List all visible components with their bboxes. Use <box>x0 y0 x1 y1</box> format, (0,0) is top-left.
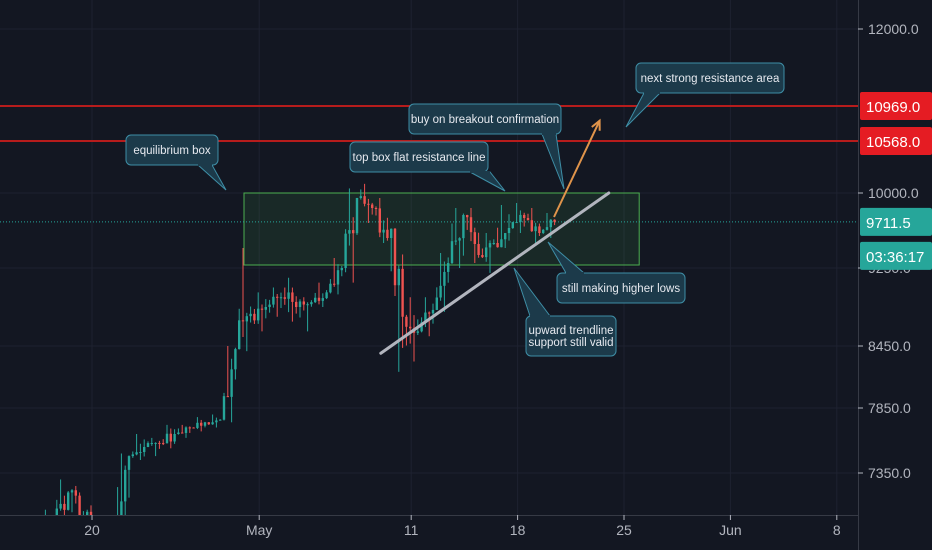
candle-18 <box>298 297 313 332</box>
time-axis[interactable]: 20 May 11 18 25 Jun 8 <box>0 515 858 550</box>
arrows[interactable] <box>553 118 601 218</box>
time-tick-label: 25 <box>616 522 632 538</box>
price-tick-label: 10000.0 <box>868 185 919 201</box>
candle-32 <box>511 203 526 233</box>
candle-17 <box>283 277 298 322</box>
countdown-price-label[interactable]: 03:36:17 <box>860 241 932 270</box>
candle-25 <box>405 297 419 362</box>
candle-24 <box>390 228 404 372</box>
upward-trendline-text: support still valid <box>528 337 613 349</box>
candle-30 <box>481 233 495 273</box>
candle-29 <box>466 208 480 263</box>
resistance-1-text: 10969.0 <box>866 99 920 116</box>
candle-15 <box>253 292 267 332</box>
resistance-2-text: 10568.0 <box>866 134 920 151</box>
candle-11 <box>192 417 207 432</box>
candle-12 <box>207 414 222 428</box>
top-box-flat-resistance-callout[interactable]: top box flat resistance line <box>349 141 506 192</box>
next-strong-resistance-text: next strong resistance area <box>641 73 780 85</box>
countdown-text: 03:36:17 <box>866 249 924 266</box>
resistance-1-price-label[interactable]: 10969.0 <box>860 92 932 120</box>
breakout-arrow[interactable] <box>553 118 601 218</box>
time-tick-label: 20 <box>84 522 100 538</box>
still-making-higher-lows-callout[interactable]: still making higher lows <box>547 241 686 304</box>
candle-22 <box>359 183 374 223</box>
time-tick-label: May <box>246 522 272 538</box>
time-tick-label: Jun <box>719 522 742 538</box>
time-tick-label: 18 <box>510 522 526 538</box>
candle-21 <box>344 188 359 283</box>
candle-9 <box>162 424 176 449</box>
callouts[interactable]: equilibrium box top box flat resistance l… <box>125 62 785 357</box>
candle-31 <box>496 205 511 248</box>
candle-20 <box>329 258 343 295</box>
top-box-flat-resistance-text: top box flat resistance line <box>353 152 486 164</box>
resistance-2-price-label[interactable]: 10568.0 <box>860 127 932 155</box>
candle-28 <box>450 208 465 268</box>
equilibrium-box-rect[interactable] <box>243 192 640 266</box>
candle-19 <box>314 282 328 307</box>
equilibrium-box-callout[interactable]: equilibrium box <box>125 134 227 191</box>
candle-27 <box>435 253 450 312</box>
last-price-text: 9711.5 <box>866 215 911 232</box>
equilibrium-box[interactable] <box>243 192 640 266</box>
price-tick-label: 7850.0 <box>868 400 911 416</box>
candle-3 <box>70 485 85 527</box>
upward-trendline-text: upward trendline <box>528 325 613 337</box>
next-strong-resistance-callout[interactable]: next strong resistance area <box>625 62 785 128</box>
candle-23 <box>374 198 389 243</box>
buy-on-breakout-callout[interactable]: buy on breakout confirmation <box>408 103 565 190</box>
last-price-price-label[interactable]: 9711.5 <box>860 207 932 236</box>
price-tick-label: 12000.0 <box>868 21 919 37</box>
still-making-higher-lows-text: still making higher lows <box>562 283 680 295</box>
buy-on-breakout-text: buy on breakout confirmation <box>411 114 559 126</box>
candles <box>40 183 556 538</box>
time-tick-label: 11 <box>404 522 419 538</box>
upward-trendline[interactable] <box>379 191 611 355</box>
trendline-group[interactable] <box>379 191 611 355</box>
candle-13 <box>222 346 237 423</box>
candle-10 <box>177 424 191 438</box>
candle-16 <box>268 287 283 317</box>
candle-14 <box>238 248 252 352</box>
candle-8 <box>146 437 161 457</box>
price-axis[interactable]: 12000.010000.09250.08450.07850.07350.010… <box>858 0 932 550</box>
time-tick-label: 8 <box>833 522 841 538</box>
price-tick-label: 7350.0 <box>868 465 911 481</box>
equilibrium-box-text: equilibrium box <box>133 145 211 157</box>
candle-33 <box>526 208 541 243</box>
price-tick-label: 8450.0 <box>868 338 911 354</box>
candle-7 <box>131 434 146 460</box>
